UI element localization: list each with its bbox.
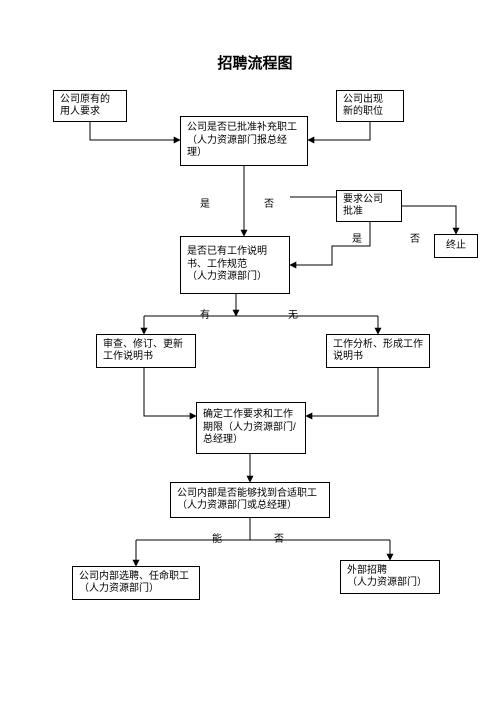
node-term: 终止: [434, 234, 478, 258]
node-req_appr: 要求公司 批准: [336, 190, 402, 222]
node-orig_req: 公司原有的 用人要求: [53, 90, 127, 122]
edge-label: 能: [212, 530, 222, 545]
node-define: 确定工作要求和工作 期限（人力资源部门/ 总经理）: [196, 402, 306, 454]
edge: [144, 368, 196, 416]
node-jobspec: 是否已有工作说明 书、工作规范 （人力资源部门）: [180, 236, 290, 294]
node-int_hire: 公司内部选聘、任命职工 （人力资源部门）: [72, 566, 200, 600]
node-review: 审查、修订、更新 工作说明书: [96, 334, 196, 368]
node-analyze: 工作分析、形成工作 说明书: [326, 334, 430, 368]
edge: [306, 368, 378, 416]
node-internal: 公司内部是否能够找到合适职工 （人力资源部门或总经理）: [170, 482, 330, 518]
node-approve: 公司是否已批准补充职工 （人力资源部门报总经 理）: [180, 116, 308, 166]
node-ext_hire: 外部招聘 （人力资源部门）: [340, 560, 440, 594]
edge-label: 有: [200, 306, 210, 321]
node-new_pos: 公司出现 新的职位: [336, 90, 404, 122]
edge: [90, 122, 180, 140]
page-title: 招聘流程图: [210, 52, 300, 73]
edge-label: 是: [200, 195, 210, 210]
edge-label: 否: [410, 230, 420, 245]
edge: [308, 122, 370, 140]
edge-label: 否: [274, 530, 284, 545]
edge-label: 是: [352, 230, 362, 245]
flowchart-canvas: 招聘流程图 公司原有的 用人要求 公司出现 新的职位公司是否已批准补充职工 （人力…: [0, 0, 500, 708]
edge-label: 否: [264, 195, 274, 210]
edge-label: 无: [288, 306, 298, 321]
